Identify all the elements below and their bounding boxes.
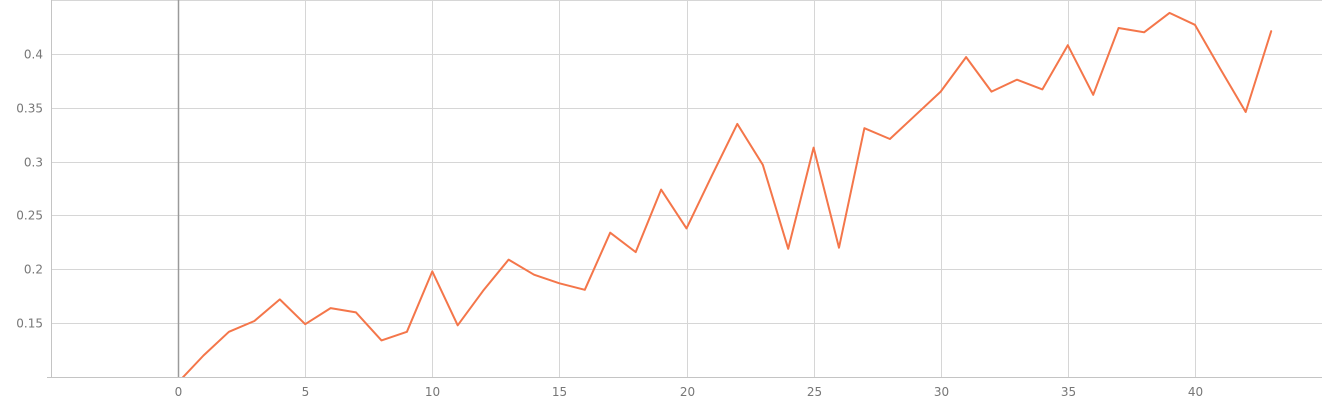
series-line xyxy=(181,11,1273,377)
x-tick-label: 5 xyxy=(302,385,310,399)
series-layer xyxy=(181,11,1273,377)
x-tick-label: 15 xyxy=(552,385,567,399)
x-tick-label: 40 xyxy=(1188,385,1203,399)
y-tick-label: 0.4 xyxy=(24,48,43,62)
y-tick-label: 0.15 xyxy=(16,317,43,331)
axes xyxy=(47,0,1322,378)
y-tick-label: 0.35 xyxy=(16,102,43,116)
x-tick-label: 20 xyxy=(680,385,695,399)
x-tick-label: 10 xyxy=(425,385,440,399)
tick-labels: 0.15 0.2 0.25 0.3 0.35 0.4 0 5 10 15 20 25 30 35 40 xyxy=(16,48,1203,400)
y-tick-label: 0.3 xyxy=(24,156,43,170)
x-tick-label: 30 xyxy=(934,385,949,399)
x-tick-label: 25 xyxy=(807,385,822,399)
y-tick-label: 0.25 xyxy=(16,209,43,223)
x-tick-label: 0 xyxy=(175,385,183,399)
y-tick-label: 0.2 xyxy=(24,263,43,277)
grid xyxy=(51,0,1322,377)
x-tick-label: 35 xyxy=(1061,385,1076,399)
